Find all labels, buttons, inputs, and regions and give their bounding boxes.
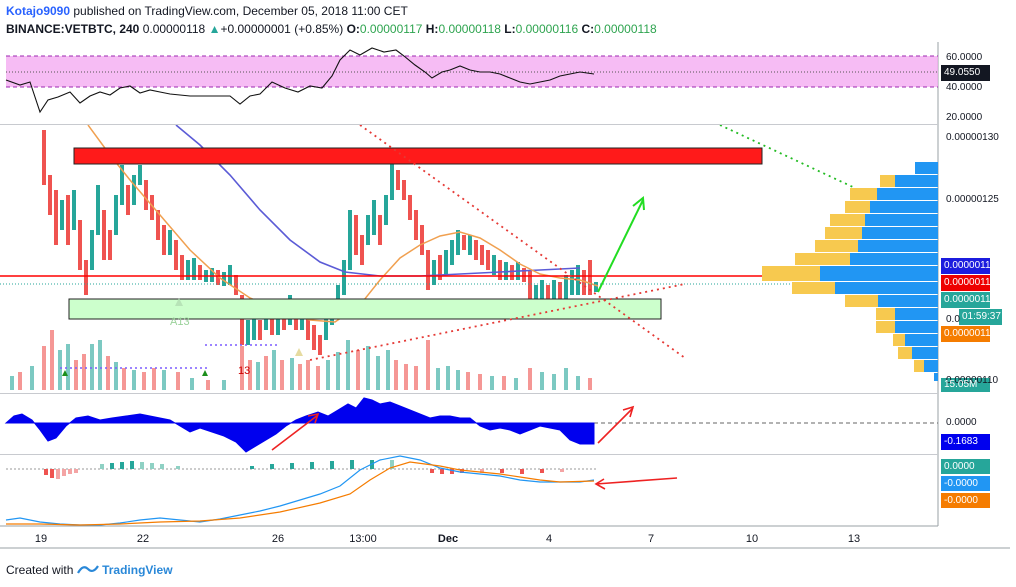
price-tag-orange: 0.00000118 — [944, 328, 997, 339]
n13-label: 13 — [238, 365, 251, 377]
open-value: 0.00000117 — [359, 22, 423, 36]
rsi-tick: 20.0000 — [946, 112, 983, 123]
red-arrow-icon — [594, 477, 678, 490]
price-tick: 0.00000110 — [946, 375, 999, 386]
pane-separator[interactable] — [0, 393, 938, 394]
price-tag-blue: 0.00000119 — [944, 260, 997, 271]
pane-separator[interactable] — [0, 124, 938, 125]
macd-hist-tag: 0.0000 — [944, 461, 975, 472]
support-zone[interactable] — [68, 298, 662, 320]
price-tag-orange-box — [941, 326, 990, 342]
a13-label: A13 — [170, 316, 190, 328]
volume-bars — [10, 330, 592, 390]
author-link[interactable]: Kotajo9090 — [6, 4, 71, 18]
close-value: 0.00000118 — [594, 22, 657, 36]
buy-signal-icon — [62, 370, 68, 376]
volume-tag-box — [941, 378, 990, 392]
macd-signal-box — [941, 493, 990, 508]
published-text: published on TradingView.com, December 0… — [73, 4, 408, 18]
osc-value-tag: -0.1683 — [944, 436, 978, 447]
osc-zero-tick: 0.0000 — [946, 417, 977, 428]
time-tick: 22 — [136, 533, 150, 545]
triangle-marker-icon — [175, 298, 183, 306]
osc-value-box — [941, 434, 990, 450]
created-with-text: Created with — [6, 563, 74, 577]
volume-profile — [762, 162, 938, 381]
price-tag-red: 0.00000119 — [944, 277, 997, 288]
time-tick: 19 — [34, 533, 48, 545]
candles — [42, 130, 598, 355]
rsi-tick: 40.0000 — [946, 82, 983, 93]
time-tick: 13:00 — [349, 533, 377, 545]
buy-signal-icon — [202, 370, 208, 376]
price-tag-current-box — [941, 292, 990, 308]
ohlc-line: BINANCE:VETBTC, 240 0.00000118 ▲+0.00000… — [6, 22, 657, 36]
time-tick: 10 — [745, 533, 759, 545]
price-tick: 0.00000125 — [946, 194, 999, 205]
price-tick: 0.0 — [946, 314, 960, 325]
price-tag-current: 0.00000118 — [944, 294, 997, 305]
price-tag-blue-box — [941, 258, 990, 274]
rsi-value-tag: 49.0550 — [944, 67, 981, 78]
time-tick: 4 — [545, 533, 553, 545]
price-tick: 0.00000130 — [946, 132, 999, 143]
macd-hist-box — [941, 459, 990, 474]
resistance-zone[interactable] — [73, 147, 763, 165]
price-tag-red-box — [941, 275, 990, 291]
signal-line — [6, 461, 595, 526]
pane-separator[interactable] — [0, 454, 938, 455]
time-tick: 13 — [847, 533, 861, 545]
high-label: H: — [425, 22, 439, 36]
ascending-trendline[interactable] — [309, 283, 686, 361]
high-value: 0.00000118 — [438, 22, 501, 36]
low-value: 0.00000116 — [515, 22, 579, 36]
red-arrow-icon — [597, 405, 635, 444]
tradingview-link[interactable]: TradingView — [102, 563, 173, 577]
low-label: L: — [504, 22, 516, 36]
time-tick: Dec — [437, 533, 459, 545]
footer: Created with TradingView — [6, 563, 173, 577]
ma-orange-line — [87, 124, 599, 323]
macd-signal-tag: -0.0000 — [944, 495, 978, 506]
rsi-line — [5, 47, 595, 114]
publish-line: Kotajo9090 published on TradingView.com,… — [6, 4, 408, 18]
close-label: C: — [581, 22, 595, 36]
last-price: 0.00000118 — [142, 22, 206, 36]
symbol-label[interactable]: BINANCE:VETBTC, 240 — [6, 22, 140, 36]
red-arrow-icon — [271, 412, 320, 451]
descending-trendline[interactable] — [359, 124, 686, 359]
macd-line-box — [941, 476, 990, 491]
time-tick: 26 — [271, 533, 285, 545]
macd-line-tag: -0.0000 — [944, 478, 978, 489]
rsi-value-box — [941, 65, 990, 81]
green-arrow-icon — [597, 196, 645, 293]
change-value: +0.00000001 (+0.85%) — [220, 22, 344, 36]
macd-line — [5, 455, 595, 526]
volume-tag: 15.05M — [944, 379, 978, 390]
ma-blue-line — [175, 124, 581, 277]
triangle-marker-icon — [295, 348, 303, 356]
open-label: O: — [346, 22, 360, 36]
time-tick: 7 — [647, 533, 655, 545]
countdown-box — [959, 309, 1002, 325]
osc-area — [4, 397, 595, 453]
green-dotted-line[interactable] — [719, 124, 856, 189]
rsi-tick: 60.0000 — [946, 52, 983, 63]
tradingview-logo-icon — [76, 565, 99, 574]
countdown-tag: 01:59:37 — [962, 311, 1001, 322]
up-arrow-icon: ▲ — [208, 22, 221, 36]
